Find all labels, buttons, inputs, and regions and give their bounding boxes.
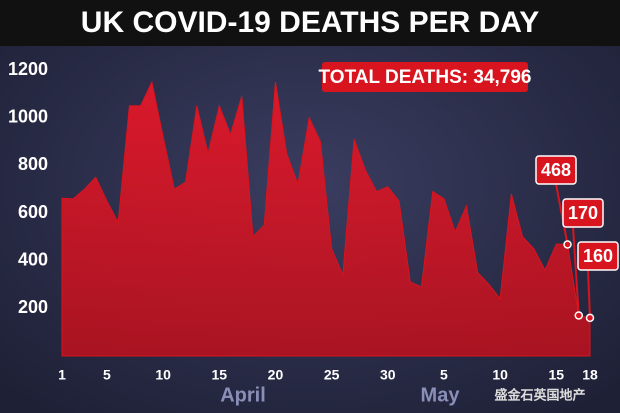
x-tick-label: 10 [492, 367, 508, 383]
y-tick-label: 600 [18, 202, 48, 222]
callout-box [577, 241, 619, 271]
x-tick-label: 25 [324, 367, 340, 383]
x-tick-label: 20 [268, 367, 284, 383]
callout-line [555, 183, 569, 245]
callout-box [562, 198, 604, 228]
x-tick-label: 5 [440, 367, 448, 383]
data-label: 160 [583, 246, 613, 266]
point [563, 240, 572, 249]
month-label: April [220, 384, 266, 406]
x-tick-label: 10 [155, 367, 171, 383]
y-tick-label: 200 [18, 297, 48, 317]
title-band [0, 0, 620, 46]
y-tick-label: 400 [18, 249, 48, 269]
chart-title: UK COVID-19 DEATHS PER DAY [81, 6, 539, 39]
callout-line [572, 226, 580, 316]
x-tick-label: 18 [582, 367, 598, 383]
x-tick-label: 15 [549, 367, 565, 383]
watermark: 盛金石英国地产 [494, 387, 585, 402]
area [61, 80, 591, 357]
x-tick-label: 30 [380, 367, 396, 383]
total-box [322, 62, 528, 92]
point [574, 311, 584, 320]
month-label: May [421, 384, 461, 406]
x-tick-label: 5 [103, 367, 111, 383]
data-label: 170 [568, 203, 598, 223]
total-annotation: TOTAL DEATHS: 34,796 [319, 67, 532, 88]
data-label: 468 [541, 160, 571, 180]
callout-line [587, 269, 591, 318]
y-tick-label: 1200 [8, 59, 48, 79]
y-tick-label: 1000 [8, 106, 48, 126]
x-tick-label: 1 [58, 367, 66, 383]
callout-box [535, 155, 577, 185]
point [585, 313, 595, 323]
y-tick-label: 800 [18, 154, 48, 174]
x-tick-label: 15 [211, 367, 227, 383]
